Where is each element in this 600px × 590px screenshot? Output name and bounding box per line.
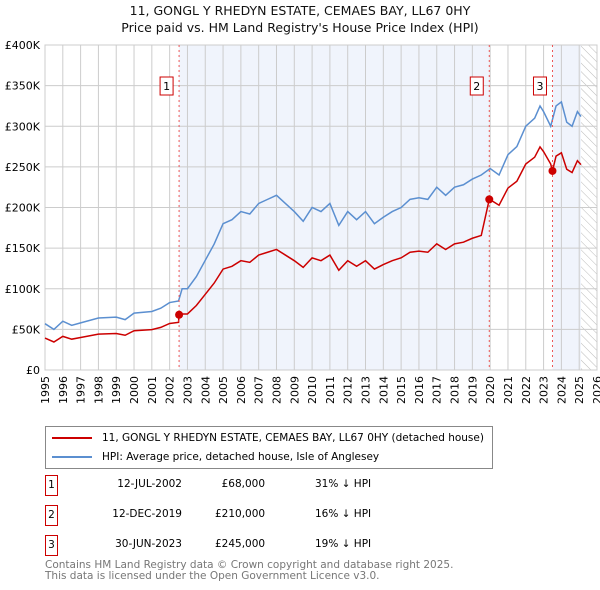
sale-marker-box	[159, 76, 174, 96]
x-tick-label: 2016	[413, 376, 426, 404]
sale-point	[485, 195, 494, 204]
x-tick-label: 2000	[128, 376, 141, 404]
sale-marker: 1	[45, 475, 58, 496]
x-tick-label: 1998	[92, 376, 105, 404]
legend-item-hpi: HPI: Average price, detached house, Isle…	[52, 448, 379, 466]
x-tick-label: 1995	[39, 376, 52, 404]
x-tick-label: 2011	[324, 376, 337, 404]
y-tick-label: £150K	[5, 242, 41, 255]
footer: Contains HM Land Registry data © Crown c…	[45, 560, 453, 581]
x-tick-label: 1999	[110, 376, 123, 404]
sale-marker: 3	[45, 535, 58, 556]
x-tick-label: 2008	[270, 376, 283, 404]
x-tick-label: 2012	[342, 376, 355, 404]
y-tick-label: £300K	[5, 120, 41, 133]
plot-border	[44, 44, 598, 371]
x-tick-label: 2019	[466, 376, 479, 404]
x-tick-label: 2004	[199, 376, 212, 404]
legend-swatch-red	[52, 437, 92, 439]
x-tick-label: 1997	[75, 376, 88, 404]
x-tick-label: 2009	[288, 376, 301, 404]
x-tick-label: 2020	[484, 376, 497, 404]
sale-date: 12-JUL-2002	[117, 478, 182, 490]
y-tick-label: £0	[26, 364, 40, 377]
sale-marker-box	[532, 76, 547, 96]
sale-marker: 2	[45, 505, 58, 526]
x-tick-label: 2005	[217, 376, 230, 404]
x-tick-label: 2010	[306, 376, 319, 404]
x-tick-label: 2006	[235, 376, 248, 404]
x-tick-label: 2002	[164, 376, 177, 404]
sale-marker-label: 2	[473, 80, 480, 93]
y-tick-label: £50K	[12, 323, 41, 336]
x-tick-label: 2023	[538, 376, 551, 404]
sale-date: 30-JUN-2023	[115, 538, 182, 550]
legend-label: 11, GONGL Y RHEDYN ESTATE, CEMAES BAY, L…	[102, 432, 484, 444]
x-tick-label: 2015	[395, 376, 408, 404]
x-tick-label: 2003	[181, 376, 194, 404]
y-tick-label: £400K	[5, 39, 41, 52]
x-tick-label: 2001	[146, 376, 159, 404]
footer-line: Contains HM Land Registry data © Crown c…	[45, 559, 454, 571]
y-tick-label: £350K	[5, 80, 41, 93]
sale-date: 12-DEC-2019	[112, 508, 182, 520]
sale-marker-label: 1	[163, 80, 170, 93]
y-tick-label: £100K	[5, 283, 41, 296]
x-tick-label: 2025	[573, 376, 586, 404]
hpi-line	[44, 100, 582, 331]
sale-price: £68,000	[221, 478, 265, 490]
x-tick-label: 2013	[360, 376, 373, 404]
x-tick-label: 2026	[591, 376, 600, 404]
chart-subtitle: Price paid vs. HM Land Registry's House …	[121, 20, 479, 35]
property-line	[44, 145, 582, 343]
legend: 11, GONGL Y RHEDYN ESTATE, CEMAES BAY, L…	[45, 426, 493, 469]
x-tick-label: 2014	[377, 376, 390, 404]
sale-price: £245,000	[215, 538, 266, 550]
x-tick-label: 2018	[449, 376, 462, 404]
chart-title: 11, GONGL Y RHEDYN ESTATE, CEMAES BAY, L…	[129, 3, 471, 18]
footer-line: This data is licensed under the Open Gov…	[45, 569, 380, 582]
legend-swatch-blue	[52, 456, 92, 458]
sale-hpi: 31% ↓ HPI	[315, 478, 372, 490]
sale-marker-box	[469, 76, 484, 96]
x-tick-label: 2017	[431, 376, 444, 404]
legend-label: HPI: Average price, detached house, Isle…	[102, 451, 380, 463]
y-tick-label: £200K	[5, 202, 41, 215]
y-tick-label: £250K	[5, 161, 41, 174]
sale-hpi: 16% ↓ HPI	[315, 508, 372, 520]
plot-area: 1995 1996 1997 1998 1999 2000 2001 2002 2003 2004…	[5, 39, 600, 404]
legend-item-property: 11, GONGL Y RHEDYN ESTATE, CEMAES BAY, L…	[52, 429, 484, 447]
sale-point	[175, 310, 184, 319]
sale-hpi: 19% ↓ HPI	[315, 538, 372, 550]
sale-point	[548, 166, 557, 175]
x-tick-label: 2022	[520, 376, 533, 404]
x-tick-label: 1996	[57, 376, 70, 404]
sale-marker-label: 3	[536, 80, 543, 93]
sale-price: £210,000	[215, 508, 266, 520]
x-tick-label: 2024	[555, 376, 568, 404]
x-tick-label: 2021	[502, 376, 515, 404]
x-tick-label: 2007	[253, 376, 266, 404]
